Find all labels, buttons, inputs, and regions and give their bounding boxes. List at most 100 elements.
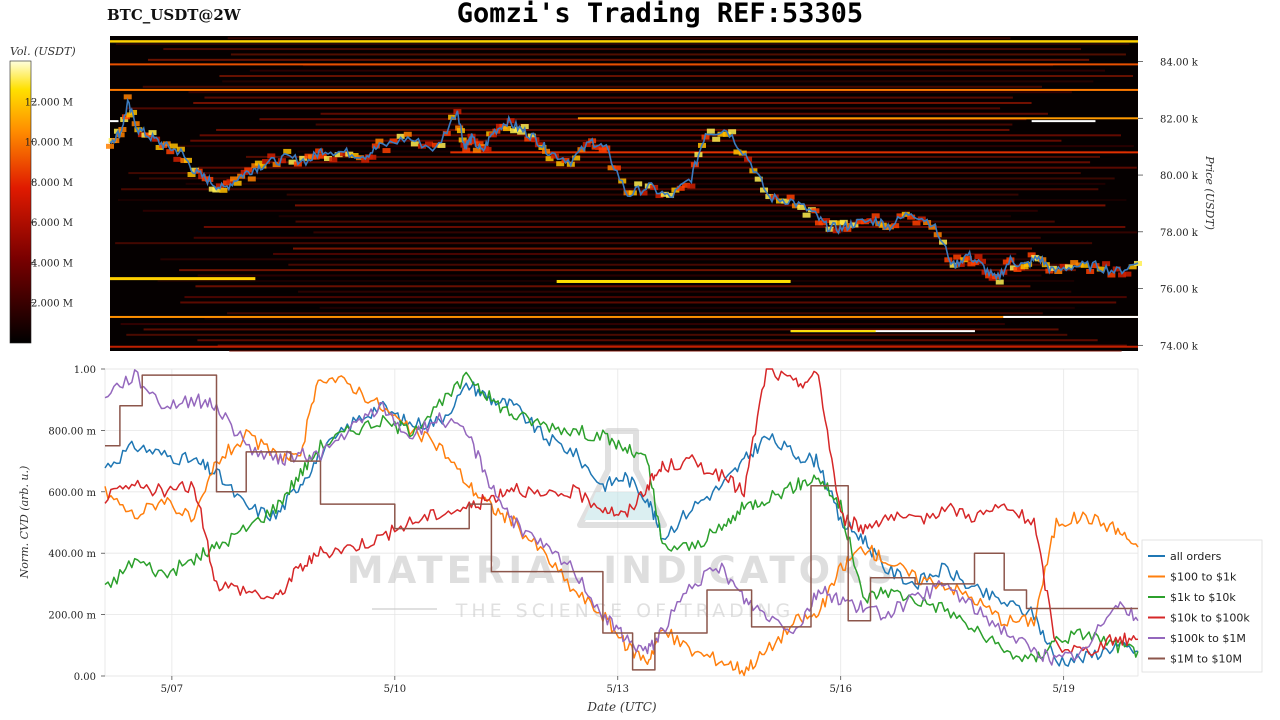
orderbook-block	[371, 143, 380, 149]
legend-label: $10k to $100k	[1170, 612, 1250, 625]
x-tick-label: 5/16	[829, 684, 851, 695]
orderbook-block	[258, 163, 267, 169]
liquidity-level	[110, 40, 1138, 44]
orderbook-block	[733, 149, 742, 155]
heatmap-panel: 74.00 k 76.00 k 78.00 k 80.00 k 82.00 k 84.00…	[106, 36, 1216, 352]
liquidity-band	[294, 204, 1106, 207]
orderbook-block	[492, 128, 501, 134]
liquidity-band	[117, 199, 1127, 202]
liquidity-level	[110, 88, 1138, 91]
orderbook-block	[676, 185, 685, 191]
orderbook-block	[644, 183, 653, 189]
orderbook-block	[361, 157, 370, 163]
colorbar-tick-label: 6.000 M	[31, 218, 73, 229]
orderbook-block	[524, 136, 533, 142]
liquidity-band	[198, 166, 1137, 169]
orderbook-block	[311, 154, 320, 160]
orderbook-block	[382, 148, 391, 154]
orderbook-block	[956, 261, 965, 267]
liquidity-band	[120, 323, 1005, 326]
liquidity-level	[1031, 120, 1096, 123]
orderbook-block	[345, 151, 354, 157]
liquidity-level	[110, 120, 119, 123]
orderbook-block	[607, 165, 616, 171]
liquidity-band	[128, 172, 1081, 175]
colorbar-gradient	[9, 60, 32, 344]
watermark-title: MATERIAL INDICATORS	[347, 549, 897, 592]
orderbook-block	[577, 147, 586, 153]
liquidity-level	[577, 117, 1138, 120]
orderbook-block	[1128, 264, 1137, 270]
liquidity-level	[110, 315, 1138, 318]
liquidity-level	[110, 63, 1138, 66]
liquidity-band	[188, 91, 1072, 94]
colorbar-tick-label: 8.000 M	[31, 178, 73, 189]
orderbook-block	[187, 172, 196, 178]
orderbook-block	[572, 155, 581, 161]
liquidity-band	[197, 274, 1042, 277]
orderbook-block	[717, 131, 726, 137]
y-tick-label: 800.00 m	[48, 426, 96, 437]
orderbook-block	[556, 161, 565, 167]
liquidity-band	[219, 75, 1134, 78]
price-tick-label: 82.00 k	[1160, 114, 1199, 125]
liquidity-band	[126, 107, 1001, 110]
x-tick-label: 5/07	[161, 684, 183, 695]
liquidity-level	[1003, 315, 1138, 318]
liquidity-level	[556, 279, 791, 283]
orderbook-block	[472, 147, 481, 153]
orderbook-block	[712, 136, 721, 142]
liquidity-band	[313, 231, 1138, 234]
orderbook-block	[871, 213, 880, 219]
liquidity-band	[286, 193, 1019, 196]
orderbook-block	[534, 142, 543, 148]
orderbook-block	[455, 125, 464, 131]
x-tick-label: 5/10	[384, 684, 406, 695]
liquidity-band	[278, 215, 1011, 218]
orderbook-block	[169, 143, 178, 149]
x-tick-label: 5/19	[1052, 684, 1074, 695]
legend-label: $1M to $10M	[1170, 653, 1242, 666]
orderbook-block	[1027, 252, 1036, 258]
price-axis-ticks: 74.00 k 76.00 k 78.00 k 80.00 k 82.00 k 84.00…	[1138, 58, 1199, 352]
orderbook-block	[368, 154, 377, 160]
liquidity-band	[199, 134, 1121, 137]
series-line	[104, 381, 1139, 667]
orderbook-block	[1024, 261, 1033, 267]
liquidity-band	[197, 339, 1098, 342]
colorbar-tick-label: 12.000 M	[25, 97, 73, 108]
liquidity-band	[180, 301, 1117, 304]
liquidity-band	[292, 247, 1033, 250]
orderbook-block	[230, 176, 239, 182]
liquidity-band	[190, 139, 1062, 142]
orderbook-block	[802, 212, 811, 218]
orderbook-block	[219, 187, 228, 193]
liquidity-band	[204, 96, 1013, 99]
y-tick-label: 0.00	[74, 672, 96, 683]
liquidity-band	[320, 112, 1048, 115]
liquidity-band	[273, 252, 1017, 255]
orderbook-block	[970, 259, 979, 265]
orderbook-block	[655, 193, 664, 199]
orderbook-block	[329, 157, 338, 163]
orderbook-block	[350, 152, 359, 158]
orderbook-block	[1112, 266, 1121, 272]
liquidity-band	[121, 188, 1099, 191]
orderbook-block	[318, 153, 327, 159]
orderbook-block	[334, 152, 343, 158]
orderbook-block	[261, 159, 270, 165]
liquidity-band	[179, 269, 1076, 272]
liquidity-band	[295, 220, 1055, 223]
liquidity-band	[245, 155, 1101, 158]
orderbook-block	[1091, 263, 1100, 269]
liquidity-band	[142, 209, 1038, 212]
liquidity-band	[139, 177, 1115, 180]
orderbook-block	[244, 167, 253, 173]
x-tick-label: 5/13	[607, 684, 629, 695]
orderbook-block	[786, 194, 795, 200]
orderbook-block	[1123, 271, 1132, 277]
series-line	[104, 371, 1139, 663]
orderbook-block	[389, 138, 398, 144]
orderbook-block	[907, 214, 916, 220]
orderbook-block	[1080, 262, 1089, 268]
